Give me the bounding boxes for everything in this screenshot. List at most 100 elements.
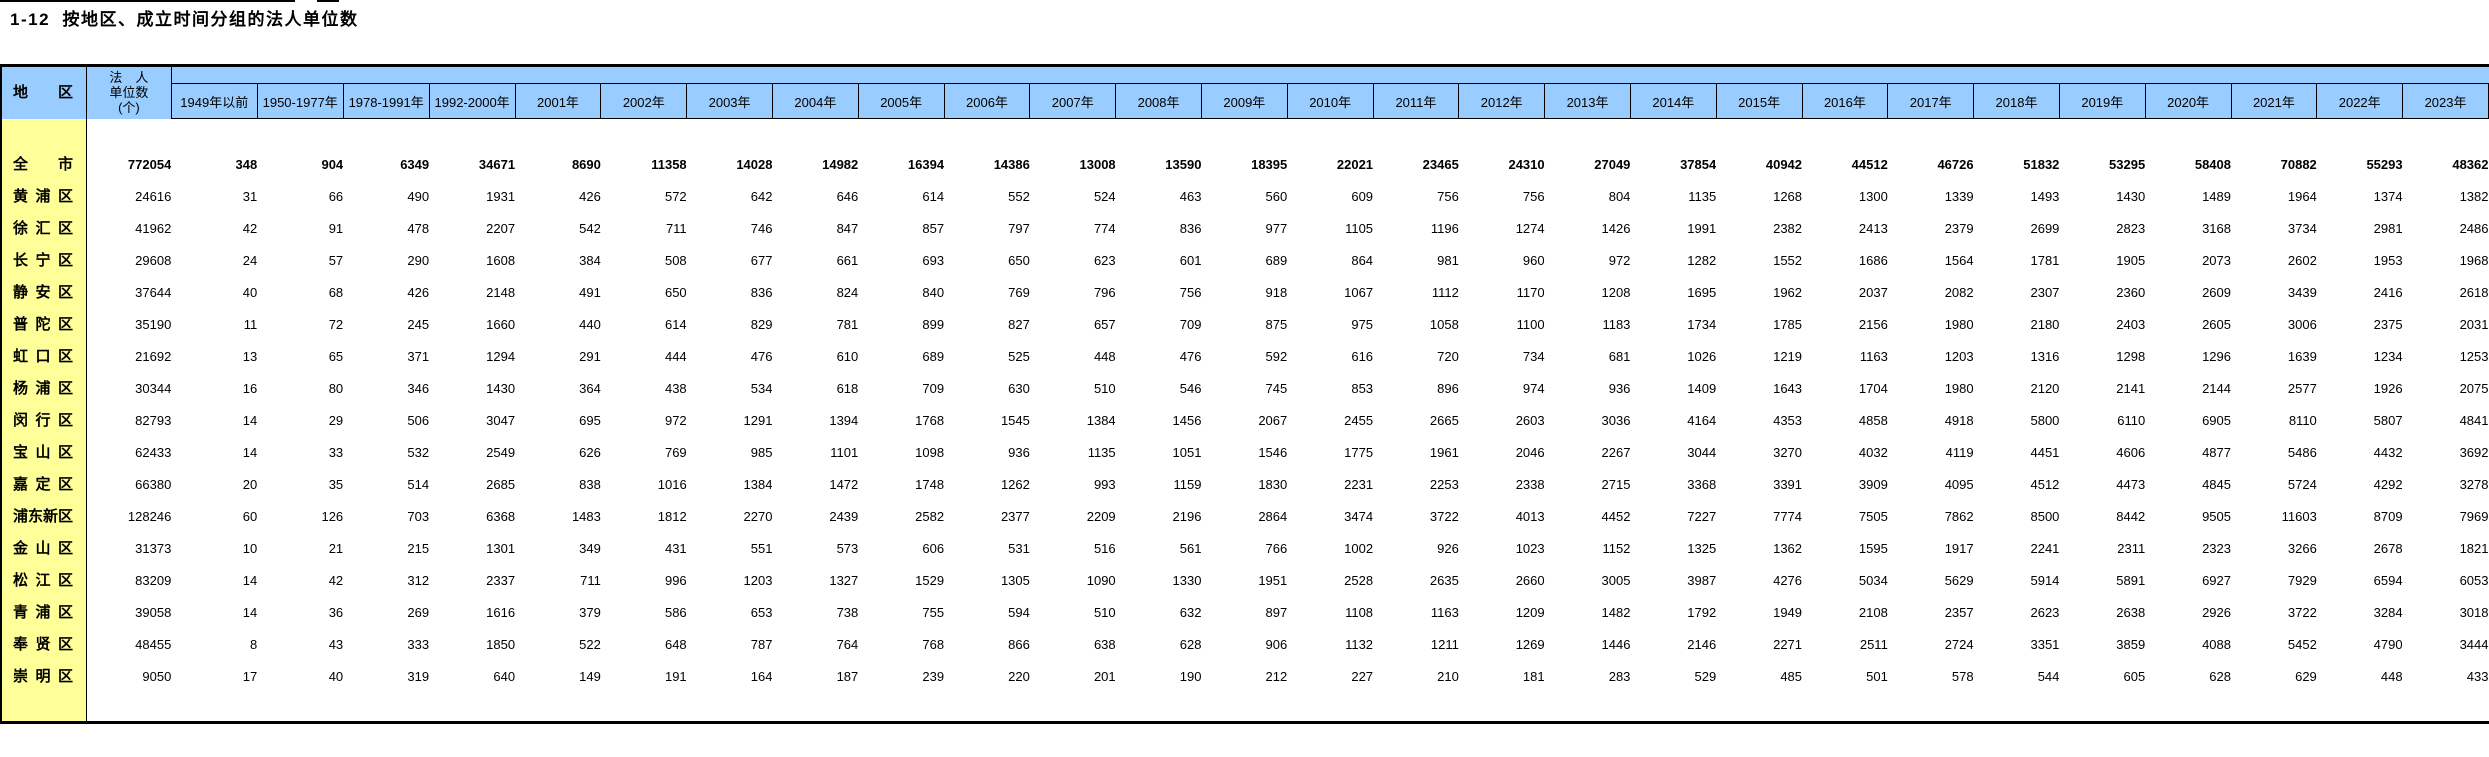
value-cell: 444	[664, 349, 687, 364]
value-cell: 3909	[1858, 477, 1888, 492]
value-cell: 1274	[1515, 221, 1545, 236]
value-cell: 1792	[1687, 605, 1717, 620]
value-cell: 586	[664, 605, 687, 620]
value-cell: 2439	[829, 509, 859, 524]
value-cell: 936	[1008, 445, 1030, 460]
value-cell: 781	[836, 317, 859, 332]
value-cell: 5034	[1858, 573, 1888, 588]
table-row-citywide: 全市 772054 348 904 6349 34671 8690 11358 14028 149…	[1, 148, 2489, 181]
header-spacer-strip	[171, 65, 2489, 84]
value-cell: 1968	[2459, 253, 2489, 268]
value-cell: 490	[407, 189, 430, 204]
region-column-spacer	[1, 692, 88, 723]
page-title: 1-12 按地区、成立时间分组的法人单位数	[10, 10, 359, 29]
value-cell: 7774	[1773, 509, 1803, 524]
period-header-cell: 2007年	[1029, 83, 1117, 119]
value-cell: 614	[664, 317, 687, 332]
value-cell: 33	[328, 445, 344, 460]
value-cell: 5629	[1944, 573, 1974, 588]
value-cell: 1362	[1773, 541, 1803, 556]
period-header-cell: 2001年	[514, 83, 602, 119]
value-cell: 709	[1179, 317, 1202, 332]
value-cell: 628	[2209, 669, 2231, 684]
value-cell: 181	[1522, 669, 1545, 684]
value-cell: 755	[922, 605, 945, 620]
value-cell: 985	[750, 445, 773, 460]
value-cell: 552	[1008, 189, 1030, 204]
value-cell: 605	[2123, 669, 2146, 684]
value-cell: 18395	[1251, 157, 1288, 172]
value-cell: 1234	[2373, 349, 2403, 364]
header-row-top: 地区 法 人 单位数 (个)	[1, 65, 2489, 119]
value-cell: 349	[579, 541, 601, 556]
region-name-cell: 全市	[1, 148, 88, 181]
value-cell: 37644	[135, 285, 172, 300]
value-cell: 426	[579, 189, 601, 204]
value-cell: 542	[579, 221, 601, 236]
value-cell: 1330	[1172, 573, 1202, 588]
value-cell: 769	[1008, 285, 1030, 300]
value-cell: 534	[750, 381, 773, 396]
region-name-label: 金山区	[13, 540, 74, 557]
value-cell: 1962	[1773, 285, 1803, 300]
value-cell: 1100	[1516, 317, 1545, 332]
value-cell: 693	[922, 253, 945, 268]
value-cell: 6905	[2202, 413, 2231, 428]
value-cell: 650	[1008, 253, 1030, 268]
value-cell: 1294	[486, 349, 516, 364]
period-header-cell: 2010年	[1286, 83, 1374, 119]
value-cell: 5724	[2287, 477, 2317, 492]
value-cell: 836	[750, 285, 773, 300]
value-cell: 2511	[1859, 637, 1888, 652]
value-cell: 2981	[2373, 221, 2403, 236]
value-cell: 936	[1608, 381, 1631, 396]
value-cell: 4606	[2116, 445, 2146, 460]
value-cell: 2665	[1429, 413, 1459, 428]
value-cell: 220	[1008, 669, 1030, 684]
value-cell: 546	[1179, 381, 1202, 396]
value-cell: 1616	[486, 605, 516, 620]
value-cell: 632	[1179, 605, 1202, 620]
value-cell: 974	[1522, 381, 1545, 396]
value-cell: 857	[922, 221, 945, 236]
period-header-cell: 2003年	[686, 83, 773, 119]
value-cell: 1291	[743, 413, 773, 428]
value-cell: 594	[1008, 605, 1030, 620]
value-cell: 4918	[1944, 413, 1974, 428]
value-cell: 975	[1351, 317, 1374, 332]
period-header-cell: 2005年	[857, 83, 945, 119]
value-cell: 53295	[2109, 157, 2146, 172]
value-cell: 2623	[2030, 605, 2060, 620]
value-cell: 1170	[1516, 285, 1545, 300]
value-cell: 2270	[743, 509, 773, 524]
value-cell: 960	[1522, 253, 1545, 268]
value-cell: 2108	[1858, 605, 1888, 620]
value-cell: 1595	[1858, 541, 1888, 556]
value-cell: 4432	[2373, 445, 2403, 460]
value-cell: 650	[664, 285, 687, 300]
period-header-cell: 2018年	[1973, 83, 2060, 119]
value-cell: 772054	[127, 157, 172, 172]
value-cell: 478	[407, 221, 430, 236]
value-cell: 1949	[1773, 605, 1803, 620]
region-name-label: 全市	[13, 156, 74, 173]
value-cell: 3444	[2459, 637, 2489, 652]
value-cell: 646	[836, 189, 859, 204]
region-column-header: 地区	[1, 65, 88, 119]
table-header: 地区 法 人 单位数 (个) 1949年以前 1950-1977年 1978-199…	[1, 65, 2489, 119]
value-cell: 532	[407, 445, 430, 460]
value-cell: 836	[1179, 221, 1202, 236]
value-cell: 13008	[1079, 157, 1116, 172]
value-cell: 629	[2295, 669, 2317, 684]
value-cell: 3278	[2459, 477, 2489, 492]
region-name-cell: 金山区	[1, 532, 88, 565]
table-row-district: 青浦区 39058 14 36 269 1616 379 586 653 738 755 594 510…	[1, 596, 2489, 629]
period-header-cell: 1950-1977年	[256, 83, 344, 119]
value-cell: 769	[664, 445, 687, 460]
value-cell: 2635	[1429, 573, 1459, 588]
clipped-content-artifact	[317, 0, 339, 2]
value-cell: 756	[1179, 285, 1202, 300]
value-cell: 379	[579, 605, 601, 620]
value-cell: 689	[922, 349, 945, 364]
period-header-cell: 2021年	[2230, 83, 2318, 119]
